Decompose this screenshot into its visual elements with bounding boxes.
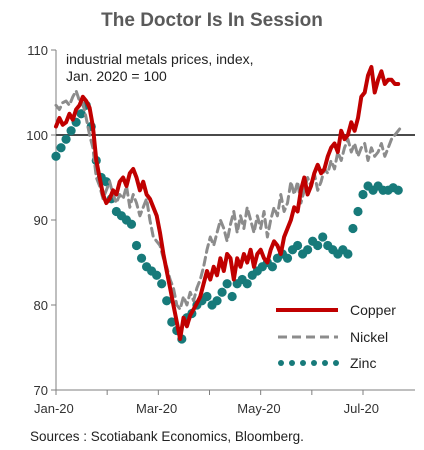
data-point-zinc [56, 143, 66, 153]
x-tick-label: May-20 [237, 401, 280, 416]
data-point-zinc [358, 189, 368, 200]
series-line-nickel [54, 89, 404, 311]
legend-label-zinc: Zinc [350, 355, 376, 371]
data-point-zinc [157, 279, 167, 289]
x-tick-label: Mar-20 [136, 401, 177, 416]
y-axis: 70 80 90 100 110 [26, 43, 57, 398]
data-point-zinc [267, 262, 278, 272]
data-point-zinc [393, 185, 403, 195]
x-tick-label: Jul-20 [344, 401, 379, 416]
data-point-zinc [66, 126, 76, 136]
chart-note-line-1: industrial metals prices, index, [66, 51, 254, 67]
y-tick-label: 70 [34, 383, 48, 398]
y-tick-label: 100 [26, 128, 48, 143]
chart-title: The Doctor Is In Session [101, 10, 323, 31]
legend-swatch-zinc [278, 360, 339, 366]
legend-label-copper: Copper [350, 302, 396, 318]
data-point-zinc [242, 279, 252, 289]
data-point-zinc [222, 279, 232, 289]
data-point-zinc [131, 240, 142, 251]
y-tick-label: 90 [34, 213, 48, 228]
data-point-zinc [212, 296, 222, 306]
series-nickel [54, 89, 404, 311]
legend-label-nickel: Nickel [350, 329, 388, 345]
data-point-zinc [152, 270, 162, 280]
data-point-zinc [126, 219, 137, 229]
data-point-zinc [167, 317, 177, 327]
data-point-zinc [76, 109, 86, 119]
data-point-zinc [61, 134, 71, 144]
y-tick-label: 80 [34, 298, 48, 313]
data-point-zinc [162, 296, 172, 306]
chart-note-line-2: Jan. 2020 = 100 [66, 68, 167, 84]
series-line-copper [54, 65, 401, 341]
data-point-zinc [343, 249, 353, 259]
legend: Copper Nickel Zinc [276, 302, 396, 371]
data-point-zinc [202, 291, 212, 302]
series-copper [54, 65, 401, 341]
x-axis: Jan-20 Mar-20 May-20 Jul-20 [34, 389, 415, 416]
data-point-zinc [303, 245, 313, 255]
x-tick-label: Jan-20 [34, 401, 74, 416]
data-point-zinc [101, 177, 111, 187]
data-point-zinc [136, 253, 147, 263]
data-point-zinc [318, 232, 328, 242]
data-point-zinc [51, 151, 61, 161]
data-point-zinc [217, 287, 227, 297]
data-point-zinc [353, 206, 363, 217]
y-tick-label: 110 [27, 43, 48, 58]
data-point-zinc [282, 253, 293, 263]
chart-source: Sources : Scotiabank Economics, Bloomber… [30, 429, 304, 444]
data-point-zinc [227, 291, 237, 302]
data-point-zinc [348, 223, 358, 234]
data-point-zinc [313, 240, 323, 251]
data-point-zinc [292, 240, 303, 251]
